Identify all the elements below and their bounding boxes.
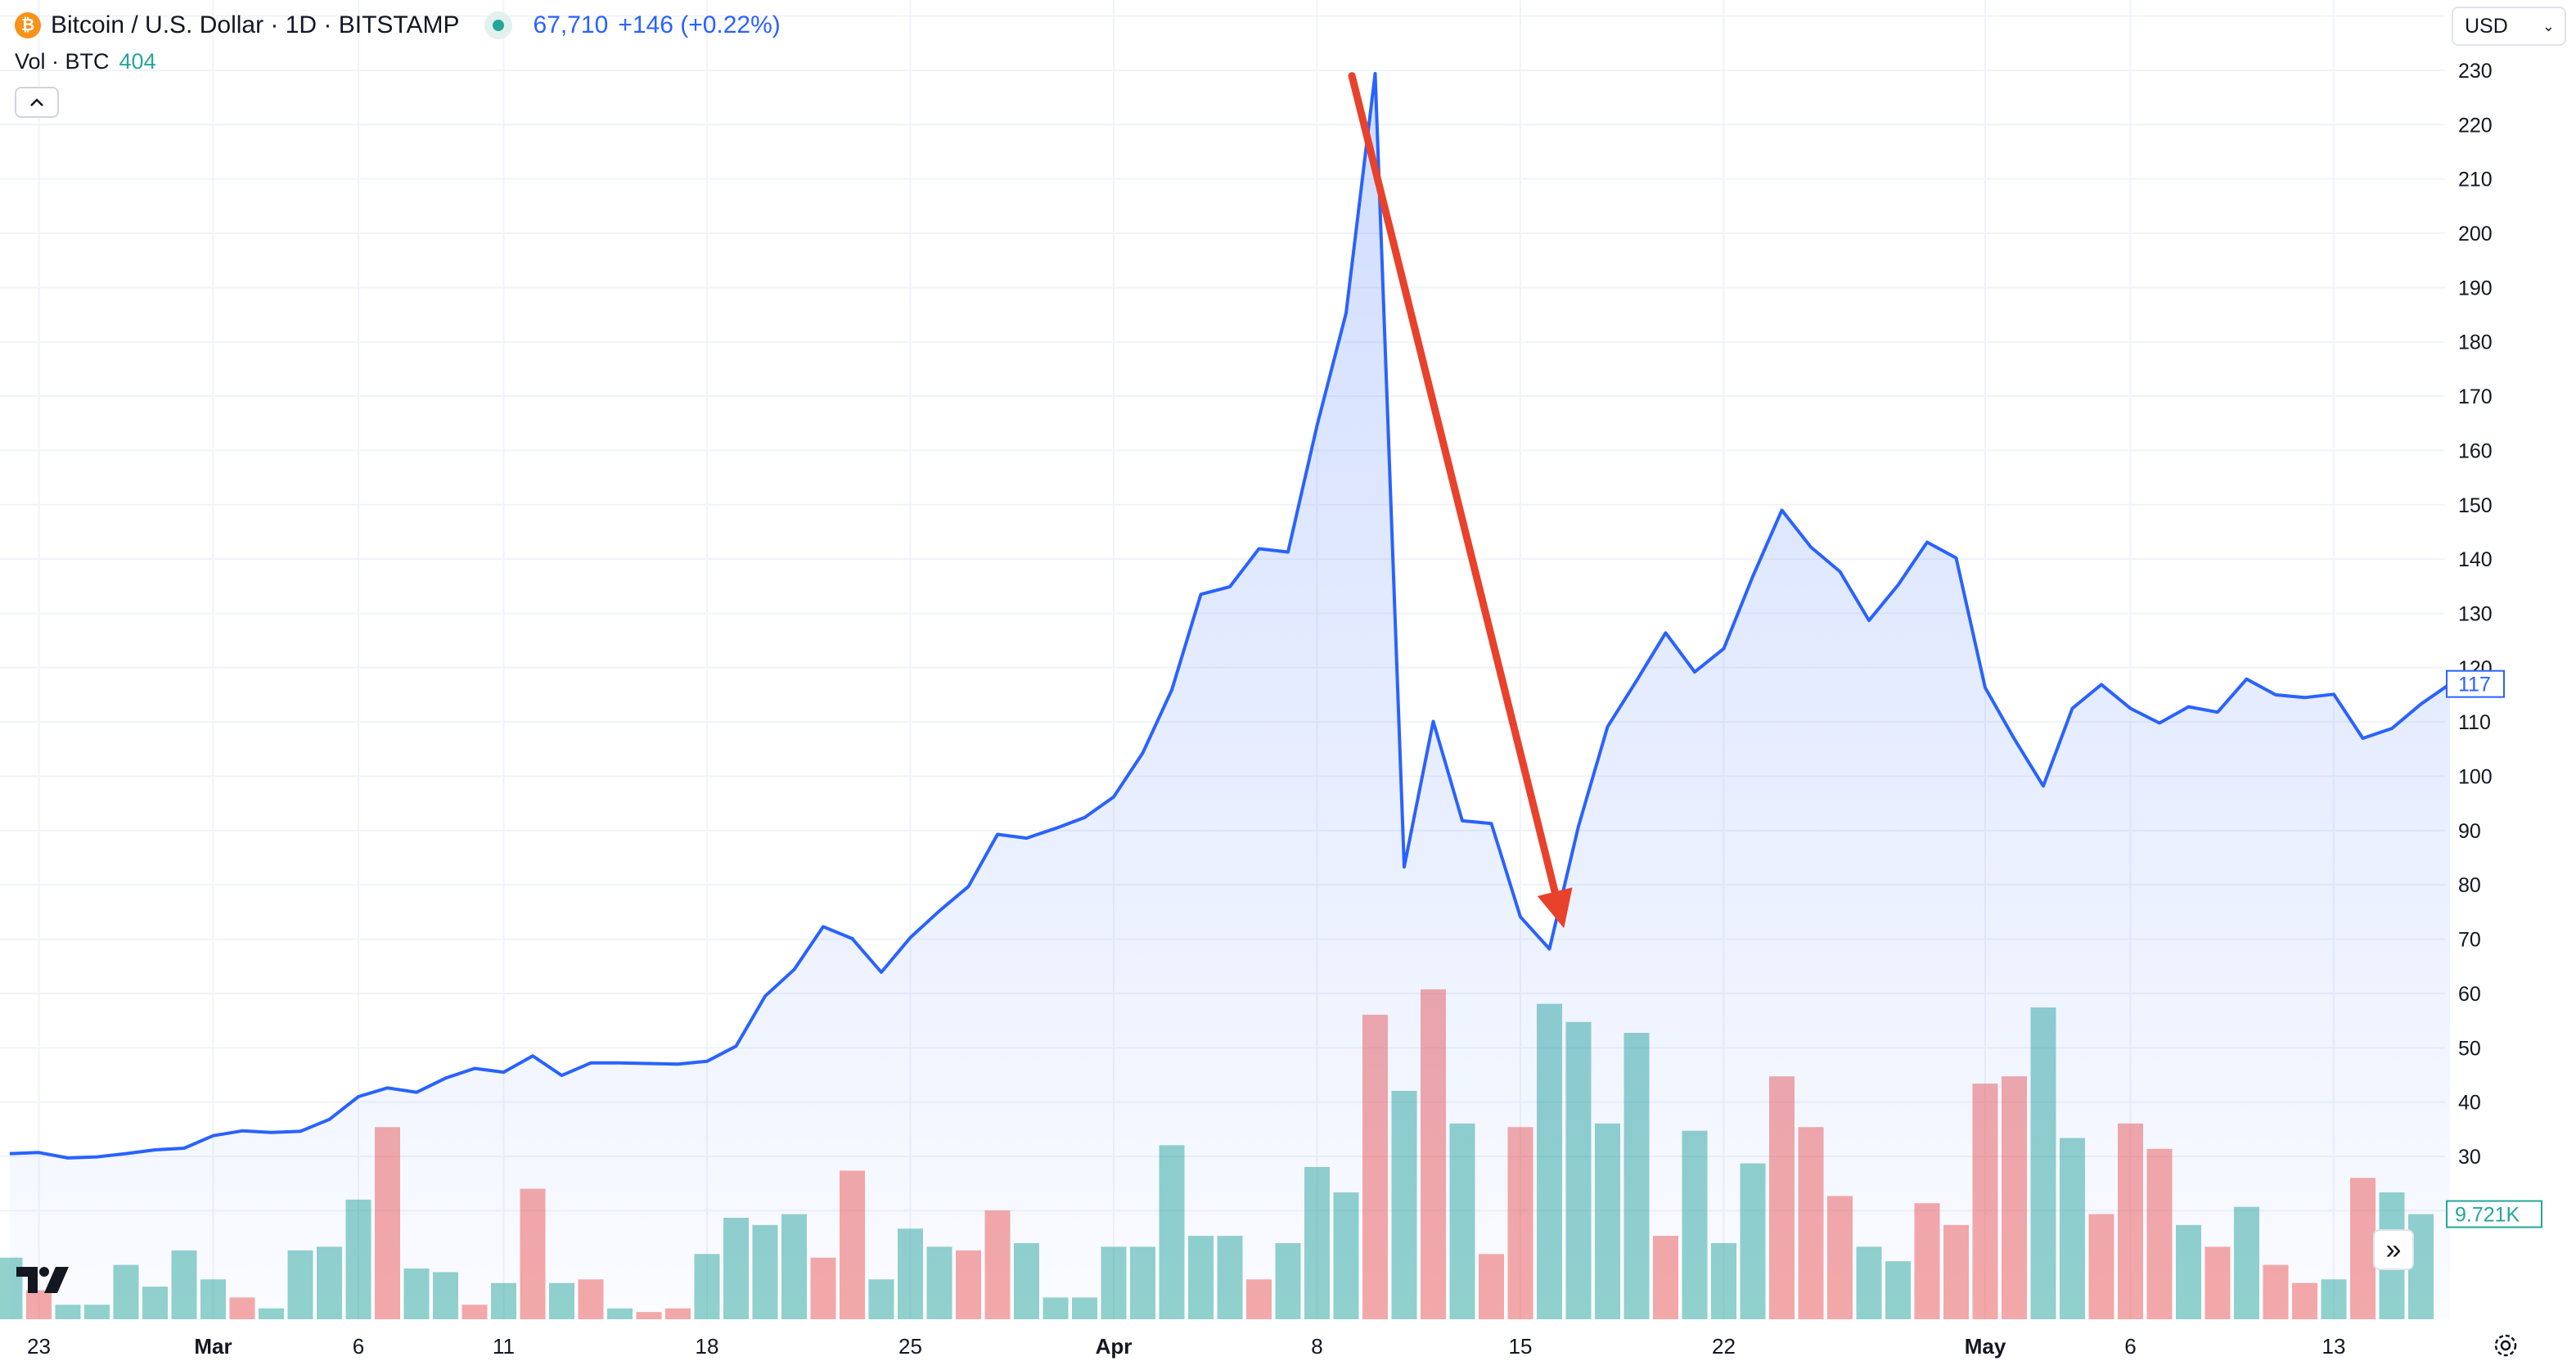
price-area [10,73,2450,1319]
price-line [9,71,2452,1160]
chevron-up-icon [30,98,43,106]
x-tick-label: Apr [1096,1334,1133,1359]
x-tick-label: 22 [1712,1334,1736,1359]
x-tick-label: 6 [353,1334,364,1359]
y-tick-label: 190 [2458,277,2493,300]
y-tick-label: 200 [2458,223,2493,246]
x-tick-label: 11 [493,1334,515,1359]
volume-label: Vol · BTC [15,49,110,74]
y-tick-label: 60 [2458,983,2481,1006]
x-tick-label: 15 [1509,1334,1533,1359]
price-axis: 2030405060708090100110120130140150160170… [2446,6,2542,1228]
last-price-box [2446,669,2505,698]
x-tick-label: 18 [696,1334,719,1359]
y-tick-label: 180 [2458,331,2493,354]
gear-icon[interactable] [2491,1331,2520,1360]
price-series-line [9,71,2452,1160]
volume-value: 404 [119,49,156,74]
y-tick-label: 230 [2458,60,2493,83]
currency-value: USD [2465,14,2508,38]
y-tick-label: 210 [2458,169,2493,192]
x-tick-label: 13 [2322,1334,2346,1359]
last-volume-label: 9.721K [2455,1204,2520,1227]
chevron-down-icon: ⌄ [2542,17,2555,34]
y-tick-label: 100 [2458,766,2493,789]
y-tick-label: 50 [2458,1037,2481,1060]
y-tick-label: 140 [2458,548,2493,571]
tradingview-logo[interactable] [16,1267,70,1295]
last-volume-box [2446,1200,2542,1228]
currency-select[interactable]: USD ⌄ [2452,7,2566,46]
y-tick-label: 130 [2458,602,2493,625]
y-tick-label: 110 [2458,711,2491,734]
symbol-title[interactable]: Bitcoin / U.S. Dollar · 1D · BITSTAMP [51,11,460,38]
y-tick-label: 150 [2458,494,2493,517]
y-tick-label: 170 [2458,385,2493,408]
x-tick-label: 8 [1311,1334,1322,1359]
x-tick-label: May [1965,1334,2006,1359]
y-tick-label: 90 [2458,820,2481,843]
volume-legend: Vol · BTC 404 [15,49,156,74]
y-tick-label: 80 [2458,874,2481,897]
y-tick-label: 40 [2458,1092,2481,1115]
bitcoin-icon: ₿ [15,12,41,38]
price-area-fill [10,73,2450,1319]
x-tick-label: 25 [898,1334,922,1359]
time-axis: 23 Mar 6 11 18 25 Apr 8 15 22 May 6 13 [27,1334,2345,1359]
annotation-arrow [1348,72,1573,929]
live-status-icon [484,11,512,39]
scroll-to-realtime-button[interactable]: » [2373,1229,2414,1270]
collapse-legend-button[interactable] [15,87,59,118]
x-tick-label: 23 [27,1334,51,1359]
y-tick-label: 160 [2458,439,2493,462]
y-tick-label: 220 [2458,114,2493,137]
arrow-shaft [1348,72,1559,896]
last-price: 67,710 [533,11,609,38]
last-price-label: 117 [2458,674,2491,696]
y-tick-label: 30 [2458,1146,2481,1169]
y-tick-label: 70 [2458,929,2481,952]
arrow-head [1537,887,1573,929]
price-change: +146 (+0.22%) [618,11,781,38]
double-chevron-right-icon: » [2385,1233,2402,1265]
x-tick-label: 6 [2124,1334,2136,1359]
x-tick-label: Mar [194,1334,232,1359]
symbol-header: ₿ Bitcoin / U.S. Dollar · 1D · BITSTAMP … [15,11,781,39]
chart-grid [0,0,2445,1319]
